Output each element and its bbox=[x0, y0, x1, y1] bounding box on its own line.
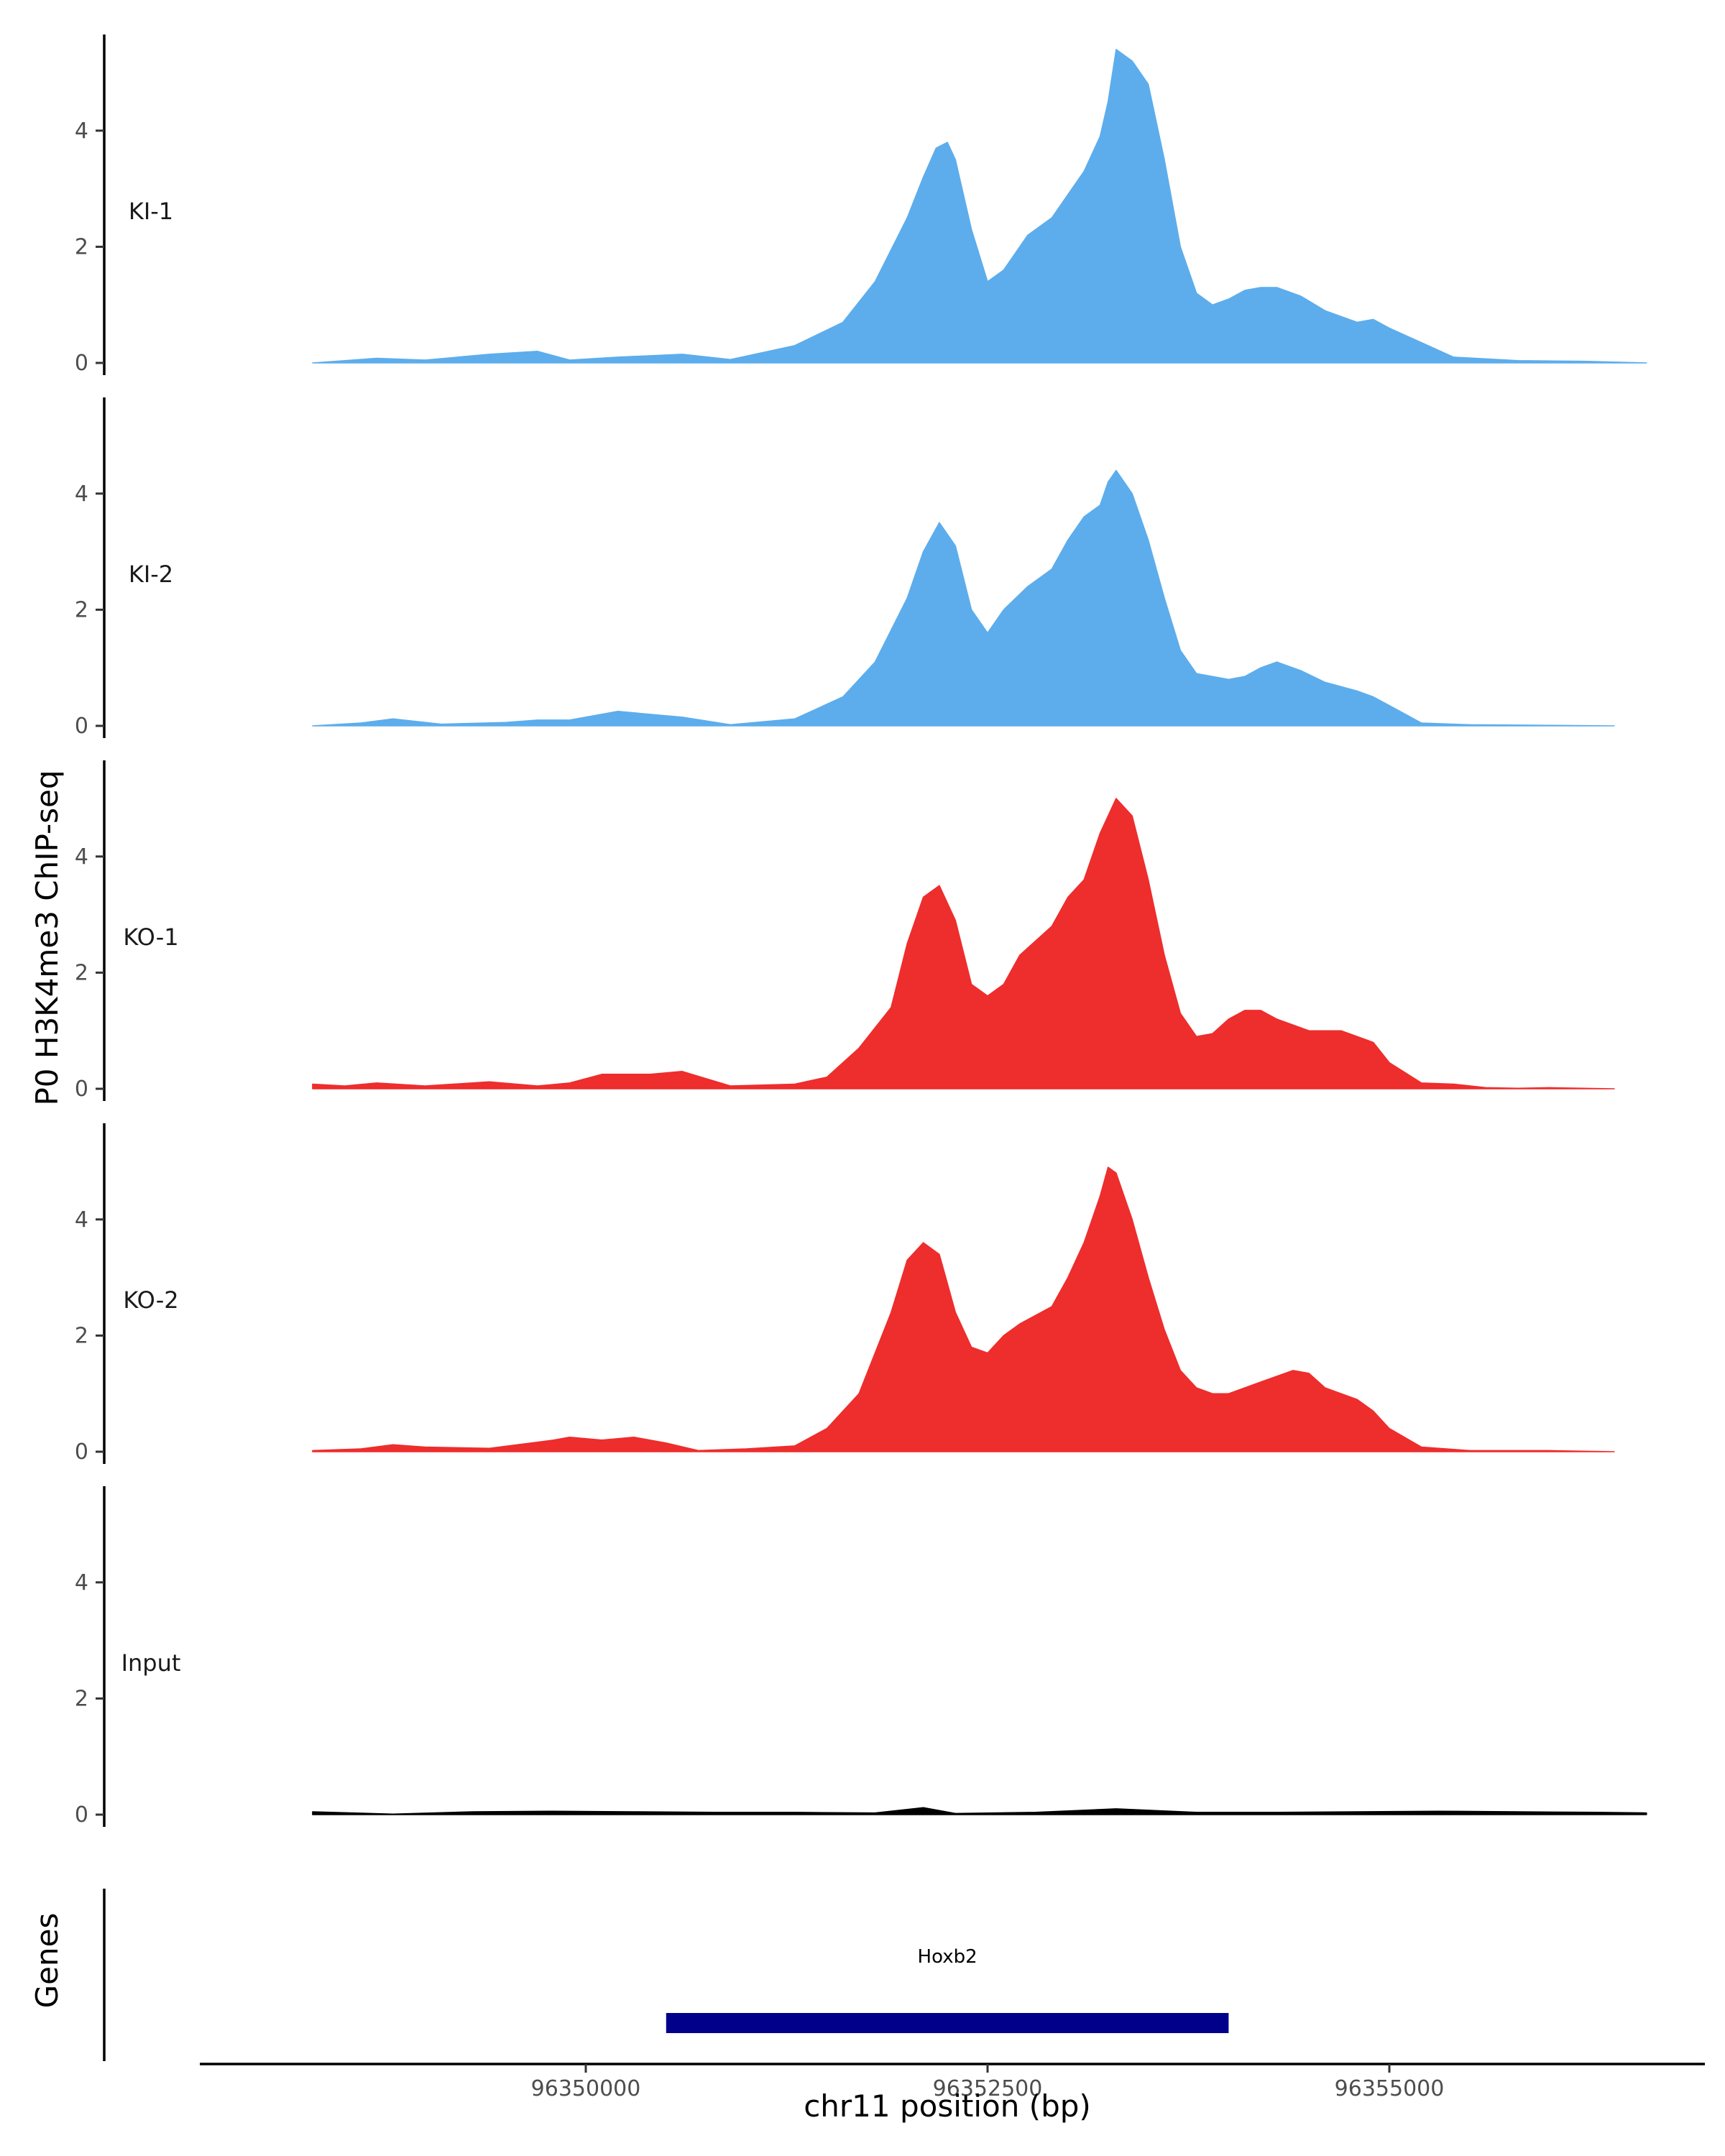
strand-arrow bbox=[797, 2015, 808, 2031]
track-panel: 0 2 4 KI-1 bbox=[75, 34, 1647, 376]
strand-arrow bbox=[1211, 2015, 1222, 2031]
strand-arrow bbox=[1108, 2015, 1118, 2031]
strand-arrow bbox=[823, 2015, 834, 2031]
x-axis-title: chr11 position (bp) bbox=[804, 2088, 1091, 2124]
y-tick-label: 2 bbox=[75, 234, 88, 259]
y-tick-label: 0 bbox=[75, 714, 88, 739]
y-tick-label: 2 bbox=[75, 1323, 88, 1348]
strand-arrow bbox=[952, 2015, 963, 2031]
y-tick-label: 4 bbox=[75, 844, 88, 870]
y-axis-title: P0 H3K4me3 ChIP-seq bbox=[29, 770, 65, 1105]
x-tick-label: 96352500 bbox=[933, 2076, 1043, 2101]
track-label: KO-2 bbox=[123, 1286, 178, 1314]
strand-arrow bbox=[978, 2015, 989, 2031]
signal-area bbox=[312, 1166, 1615, 1452]
genes-panel: Hoxb2 bbox=[103, 1889, 1229, 2061]
strand-arrow bbox=[849, 2015, 860, 2031]
signal-area bbox=[312, 48, 1647, 364]
strand-arrow bbox=[901, 2015, 911, 2031]
strand-arrow bbox=[875, 2015, 886, 2031]
y-tick-label: 4 bbox=[75, 1207, 88, 1233]
y-tick-label: 0 bbox=[75, 1439, 88, 1465]
y-tick-label: 0 bbox=[75, 351, 88, 376]
strand-arrow bbox=[719, 2015, 730, 2031]
y-tick-label: 4 bbox=[75, 1570, 88, 1595]
strand-arrow bbox=[926, 2015, 937, 2031]
strand-arrow bbox=[1133, 2015, 1144, 2031]
strand-arrow bbox=[1030, 2015, 1041, 2031]
track-label: KO-1 bbox=[123, 923, 178, 951]
track-panel: 0 2 4 KI-2 bbox=[75, 397, 1615, 739]
strand-arrow bbox=[694, 2015, 704, 2031]
tracks-layer: 0 2 4 KI-1 0 2 4 KI-2 0 2 4 KO-1 0 2 4 KO-2 0 2 4 Input bbox=[75, 34, 1647, 1828]
track-label: Input bbox=[121, 1649, 181, 1677]
gene-body bbox=[666, 2013, 1229, 2033]
x-tick-label: 96350000 bbox=[531, 2076, 641, 2101]
genes-axis-title: Genes bbox=[29, 1913, 65, 2009]
y-tick-label: 2 bbox=[75, 597, 88, 622]
track-panel: 0 2 4 KO-2 bbox=[75, 1123, 1615, 1465]
strand-arrow bbox=[745, 2015, 756, 2031]
strand-arrow bbox=[1082, 2015, 1092, 2031]
track-panel: 0 2 4 KO-1 bbox=[75, 760, 1615, 1102]
track-label: KI-1 bbox=[129, 198, 173, 225]
y-tick-label: 2 bbox=[75, 960, 88, 985]
strand-arrow bbox=[668, 2015, 678, 2031]
y-tick-label: 0 bbox=[75, 1802, 88, 1828]
signal-area bbox=[312, 469, 1615, 727]
gene-label: Hoxb2 bbox=[918, 1946, 978, 1968]
strand-arrow bbox=[1159, 2015, 1170, 2031]
strand-arrow bbox=[1185, 2015, 1196, 2031]
y-tick-label: 4 bbox=[75, 119, 88, 144]
x-tick-label: 96355000 bbox=[1335, 2076, 1445, 2101]
y-tick-label: 2 bbox=[75, 1686, 88, 1711]
track-panel: 0 2 4 Input bbox=[75, 1486, 1647, 1828]
signal-area bbox=[312, 1807, 1647, 1815]
track-label: KI-2 bbox=[129, 561, 173, 588]
strand-arrow bbox=[1004, 2015, 1015, 2031]
y-tick-label: 0 bbox=[75, 1077, 88, 1102]
strand-arrow bbox=[771, 2015, 782, 2031]
signal-area bbox=[312, 798, 1615, 1089]
x-axis: 96350000 96352500 96355000 bbox=[200, 2063, 1705, 2101]
y-tick-label: 4 bbox=[75, 482, 88, 507]
strand-arrow bbox=[1056, 2015, 1067, 2031]
